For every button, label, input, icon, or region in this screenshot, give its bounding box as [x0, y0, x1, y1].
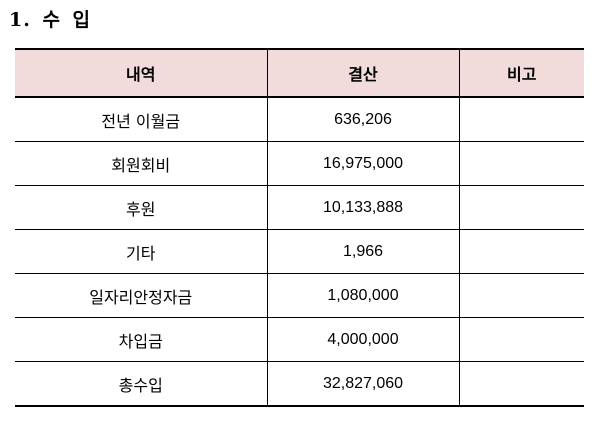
note-cell — [458, 317, 584, 362]
item-cell: 회원회비 — [15, 141, 268, 186]
column-header-settlement: 결산 — [266, 48, 460, 98]
table-row-total: 총수입 32,827,060 — [15, 361, 584, 407]
section-title: 1. 수 입 — [9, 9, 92, 31]
table-row: 일자리안정자금 1,080,000 — [15, 273, 584, 318]
amount-cell: 1,966 — [266, 229, 460, 274]
column-header-remarks: 비고 — [458, 48, 584, 98]
note-cell — [458, 229, 584, 274]
item-cell: 후원 — [15, 185, 268, 230]
table-row: 회원회비 16,975,000 — [15, 141, 584, 186]
item-cell: 일자리안정자금 — [15, 273, 268, 318]
amount-cell: 4,000,000 — [266, 317, 460, 362]
item-cell: 총수입 — [15, 361, 268, 407]
note-cell — [458, 185, 584, 230]
item-cell: 기타 — [15, 229, 268, 274]
note-cell — [458, 96, 584, 142]
income-table: 내역 결산 비고 전년 이월금 636,206 회원회비 16,975,000 … — [15, 48, 584, 407]
item-cell: 차입금 — [15, 317, 268, 362]
item-cell: 전년 이월금 — [15, 96, 268, 142]
table-row: 후원 10,133,888 — [15, 185, 584, 230]
amount-cell: 1,080,000 — [266, 273, 460, 318]
table-row: 전년 이월금 636,206 — [15, 96, 584, 142]
note-cell — [458, 141, 584, 186]
amount-cell: 636,206 — [266, 96, 460, 142]
table-row: 기타 1,966 — [15, 229, 584, 274]
note-cell — [458, 361, 584, 407]
table-header-row: 내역 결산 비고 — [15, 48, 584, 98]
amount-cell: 16,975,000 — [266, 141, 460, 186]
amount-cell: 32,827,060 — [266, 361, 460, 407]
table-row: 차입금 4,000,000 — [15, 317, 584, 362]
note-cell — [458, 273, 584, 318]
column-header-item: 내역 — [15, 48, 268, 98]
amount-cell: 10,133,888 — [266, 185, 460, 230]
